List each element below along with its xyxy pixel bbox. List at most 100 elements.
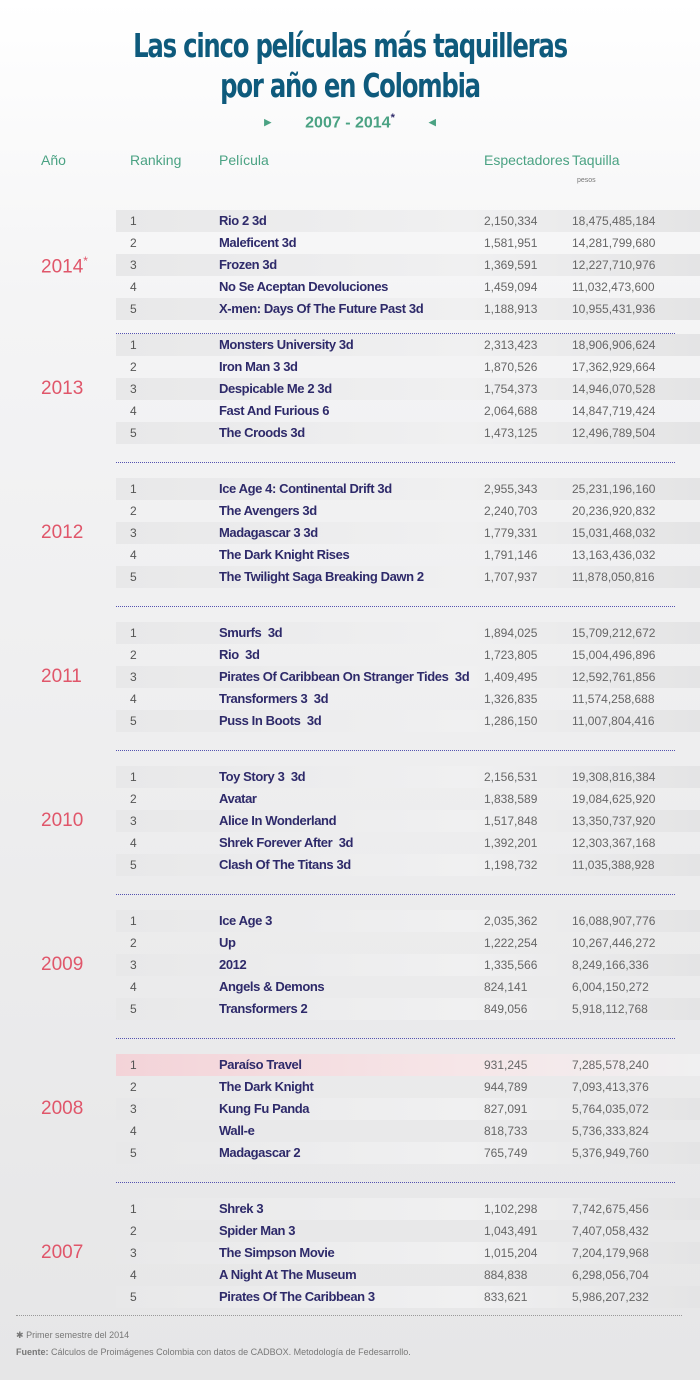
rank-cell: 5: [130, 858, 137, 872]
rank-cell: 1: [130, 914, 137, 928]
boxoffice-cell: 7,407,058,432: [572, 1224, 649, 1238]
boxoffice-cell: 5,986,207,232: [572, 1290, 649, 1304]
rank-cell: 2: [130, 360, 137, 374]
boxoffice-cell: 12,227,710,976: [572, 258, 656, 272]
boxoffice-cell: 11,878,050,816: [572, 570, 655, 584]
table-row: 2 Maleficent 3d 1,581,951 14,281,799,680: [116, 232, 700, 254]
table-row: 2 The Dark Knight 944,789 7,093,413,376: [116, 1076, 700, 1098]
table-row: 4 No Se Aceptan Devoluciones 1,459,094 11,0…: [116, 276, 700, 298]
viewers-cell: 1,188,913: [484, 302, 538, 316]
viewers-cell: 2,150,334: [484, 214, 538, 228]
boxoffice-cell: 6,004,150,272: [572, 980, 649, 994]
film-cell: Maleficent 3d: [219, 235, 297, 250]
film-cell: Frozen 3d: [219, 257, 277, 272]
boxoffice-cell: 7,093,413,376: [572, 1080, 649, 1094]
boxoffice-cell: 18,906,906,624: [572, 338, 656, 352]
film-cell: Transformers 2: [219, 1001, 308, 1016]
film-cell: Shrek 3: [219, 1201, 264, 1216]
film-cell: Rio 3d: [219, 647, 260, 662]
rank-cell: 2: [130, 936, 137, 950]
viewers-cell: 1,473,125: [484, 426, 538, 440]
year-divider: [116, 750, 675, 751]
table-row: 1 Paraíso Travel 931,245 7,285,578,240: [116, 1054, 700, 1076]
viewers-cell: 2,035,362: [484, 914, 538, 928]
table-row: 5 Pirates Of The Caribbean 3 833,621 5,986,…: [116, 1286, 700, 1308]
table-row: 3 Madagascar 3 3d 1,779,331 15,031,468,032: [116, 522, 700, 544]
film-cell: The Croods 3d: [219, 425, 305, 440]
subtitle: ▶ 2007 - 2014* ◀: [0, 112, 700, 132]
boxoffice-cell: 14,281,799,680: [572, 236, 656, 250]
viewers-cell: 2,156,531: [484, 770, 538, 784]
film-cell: Shrek Forever After 3d: [219, 835, 354, 850]
table-row: 2 Spider Man 3 1,043,491 7,407,058,432: [116, 1220, 700, 1242]
source: Fuente: Cálculos de Proimágenes Colombia…: [16, 1347, 411, 1357]
boxoffice-cell: 15,031,468,032: [572, 526, 656, 540]
table-row: 4 Angels & Demons 824,141 6,004,150,272: [116, 976, 700, 998]
viewers-cell: 1,779,331: [484, 526, 538, 540]
footer-divider: [16, 1315, 682, 1316]
boxoffice-cell: 19,308,816,384: [572, 770, 656, 784]
rank-cell: 2: [130, 648, 137, 662]
viewers-cell: 944,789: [484, 1080, 528, 1094]
viewers-cell: 1,870,526: [484, 360, 538, 374]
film-cell: Alice In Wonderland: [219, 813, 337, 828]
film-cell: Angels & Demons: [219, 979, 325, 994]
year-label: 2008: [41, 1098, 83, 1120]
rank-cell: 5: [130, 1146, 137, 1160]
table-row: 3 Alice In Wonderland 1,517,848 13,350,737,…: [116, 810, 700, 832]
boxoffice-cell: 13,350,737,920: [572, 814, 656, 828]
header-year: Año: [41, 152, 66, 168]
table-row: 4 Transformers 3 3d 1,326,835 11,574,258,68…: [116, 688, 700, 710]
rank-cell: 1: [130, 1058, 137, 1072]
film-cell: Puss In Boots 3d: [219, 713, 322, 728]
year-divider: [116, 333, 675, 334]
film-cell: Despicable Me 2 3d: [219, 381, 332, 396]
rank-cell: 5: [130, 1290, 137, 1304]
boxoffice-cell: 17,362,929,664: [572, 360, 656, 374]
table-row: 5 Puss In Boots 3d 1,286,150 11,007,804,416: [116, 710, 700, 732]
film-cell: Transformers 3 3d: [219, 691, 329, 706]
viewers-cell: 931,245: [484, 1058, 528, 1072]
film-cell: Clash Of The Titans 3d: [219, 857, 351, 872]
header-boxoffice-unit: pesos: [577, 177, 596, 184]
year-value: 2007: [41, 1242, 84, 1263]
film-cell: Madagascar 3 3d: [219, 525, 318, 540]
boxoffice-cell: 15,709,212,672: [572, 626, 656, 640]
film-cell: Smurfs 3d: [219, 625, 283, 640]
table-row: 1 Ice Age 4: Continental Drift 3d 2,955,34…: [116, 478, 700, 500]
asterisk-icon: ✱: [16, 1330, 24, 1340]
rank-cell: 4: [130, 280, 137, 294]
rank-cell: 3: [130, 814, 137, 828]
boxoffice-cell: 16,088,907,776: [572, 914, 656, 928]
arrow-left-icon: ◀: [428, 117, 436, 128]
viewers-cell: 1,326,835: [484, 692, 538, 706]
year-value: 2008: [41, 1098, 84, 1119]
rank-cell: 5: [130, 426, 137, 440]
film-cell: The Avengers 3d: [219, 503, 317, 518]
viewers-cell: 1,043,491: [484, 1224, 538, 1238]
year-value: 2010: [41, 810, 84, 831]
boxoffice-cell: 12,303,367,168: [572, 836, 656, 850]
viewers-cell: 1,791,146: [484, 548, 538, 562]
film-cell: No Se Aceptan Devoluciones: [219, 279, 388, 294]
year-label: 2010: [41, 810, 83, 832]
year-value: 2009: [41, 954, 84, 975]
viewers-cell: 1,015,204: [484, 1246, 538, 1260]
boxoffice-cell: 14,847,719,424: [572, 404, 656, 418]
header-viewers: Espectadores: [484, 152, 570, 168]
boxoffice-cell: 5,764,035,072: [572, 1102, 649, 1116]
year-asterisk: *: [83, 254, 88, 268]
film-cell: Pirates Of Caribbean On Stranger Tides 3…: [219, 669, 470, 684]
film-cell: Monsters University 3d: [219, 337, 354, 352]
viewers-cell: 2,313,423: [484, 338, 538, 352]
table-row: 3 The Simpson Movie 1,015,204 7,204,179,968: [116, 1242, 700, 1264]
title-line-2: por año en Colombia: [220, 66, 481, 105]
boxoffice-cell: 20,236,920,832: [572, 504, 656, 518]
rank-cell: 4: [130, 404, 137, 418]
year-label: 2007: [41, 1242, 83, 1264]
table-row: 5 Clash Of The Titans 3d 1,198,732 11,035,3…: [116, 854, 700, 876]
rank-cell: 1: [130, 482, 137, 496]
boxoffice-cell: 6,298,056,704: [572, 1268, 649, 1282]
viewers-cell: 824,141: [484, 980, 528, 994]
viewers-cell: 2,240,703: [484, 504, 538, 518]
